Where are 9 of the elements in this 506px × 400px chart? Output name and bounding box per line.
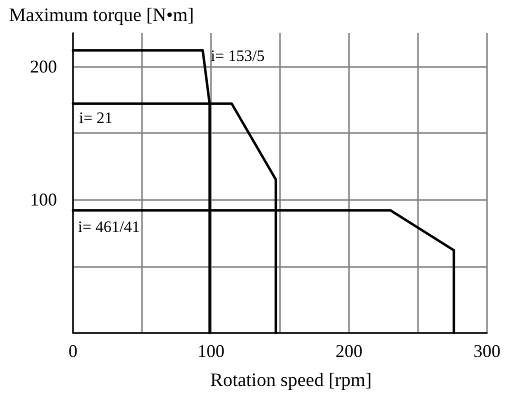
x-tick-label: 0 (68, 341, 78, 361)
series-label: i= 153/5 (210, 48, 265, 65)
x-axis-title: Rotation speed [rpm] (210, 370, 372, 391)
x-tick-label: 300 (474, 341, 500, 361)
series-label: i= 461/41 (78, 218, 140, 236)
y-axis-title: Maximum torque [N•m] (9, 5, 194, 26)
x-tick-label: 100 (198, 341, 224, 361)
x-tick-label: 200 (336, 341, 362, 361)
series-label: i= 21 (79, 110, 112, 128)
